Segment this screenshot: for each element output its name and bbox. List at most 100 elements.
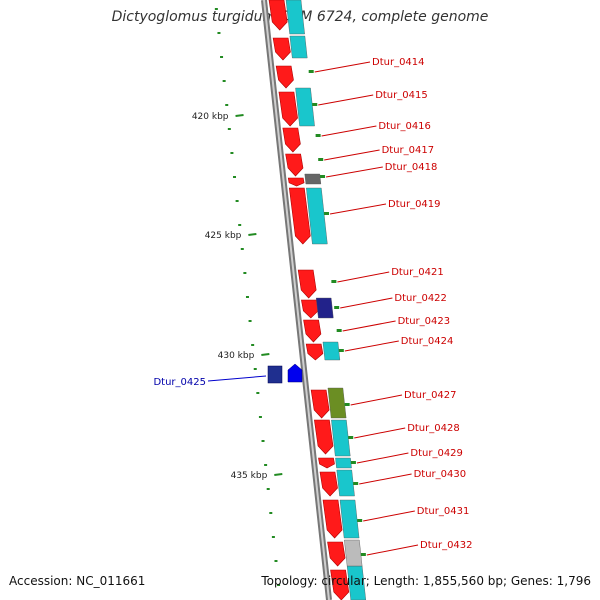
- label-leader-line: [356, 452, 409, 464]
- gene-label[interactable]: Dtur_0428: [407, 423, 460, 434]
- gene-label[interactable]: Dtur_0422: [394, 293, 447, 304]
- gene-feature-olive: [327, 387, 347, 419]
- scale-tick: [274, 473, 283, 476]
- genome-summary-text: Topology: circular; Length: 1,855,560 bp…: [261, 574, 591, 588]
- gene-features: [267, 0, 367, 600]
- minor-tick: [225, 104, 229, 106]
- minor-tick: [274, 560, 278, 562]
- forward-gene-arrow: [275, 65, 294, 89]
- gene-tick: [312, 103, 318, 106]
- scale-label: 430 kbp: [218, 351, 255, 361]
- gene-tick: [324, 212, 330, 215]
- gene-label[interactable]: Dtur_0418: [385, 162, 438, 173]
- scale-ticks: 420 kbp 425 kbp 430 kbp 435 kbp: [192, 112, 283, 481]
- gene-label[interactable]: Dtur_0432: [420, 540, 473, 551]
- gene-feature-gray: [304, 173, 322, 185]
- label-leader-line: [366, 544, 419, 556]
- gene-tick: [331, 280, 337, 283]
- reverse-gene-arrow: [287, 363, 303, 383]
- minor-tick: [240, 248, 244, 250]
- cds-feature: [336, 469, 355, 497]
- minor-tick: [251, 344, 255, 346]
- gene-label[interactable]: Dtur_0429: [410, 448, 463, 459]
- minor-tick: [266, 488, 270, 490]
- gene-tick: [360, 553, 366, 556]
- forward-gene-arrow: [305, 343, 324, 361]
- gene-feature-lightgray: [344, 539, 363, 567]
- backbone-highlight: [263, 0, 330, 600]
- gene-tick: [334, 306, 340, 309]
- label-leader-line: [318, 94, 374, 106]
- forward-gene-arrow: [322, 499, 343, 539]
- forward-gene-arrow: [287, 177, 305, 187]
- forward-gene-arrow: [282, 127, 301, 153]
- accession-text: Accession: NC_011661: [9, 574, 146, 588]
- label-leader-line: [324, 149, 380, 161]
- forward-gene-arrow: [278, 91, 298, 127]
- gene-label[interactable]: Dtur_0430: [414, 469, 467, 480]
- minor-tick: [235, 200, 239, 202]
- label-leader-line: [340, 297, 393, 309]
- gene-tick: [350, 461, 356, 464]
- reverse-gene-block: [267, 365, 283, 384]
- minor-tick: [217, 32, 221, 34]
- gene-label[interactable]: Dtur_0414: [372, 57, 425, 68]
- minor-tick: [222, 80, 226, 82]
- minor-tick: [258, 416, 262, 418]
- gene-tick: [353, 482, 359, 485]
- forward-gene-arrow: [272, 37, 291, 61]
- gene-label[interactable]: Dtur_0427: [404, 390, 457, 401]
- minor-tick: [277, 584, 281, 586]
- forward-gene-arrow: [303, 319, 322, 343]
- minor-tick: [271, 536, 275, 538]
- scale-tick: [248, 233, 257, 236]
- gene-labels: Dtur_0414 Dtur_0415 Dtur_0416 Dtur_0417 Dtur…: [153, 57, 473, 556]
- gene-tick: [336, 329, 342, 332]
- cds-feature: [322, 341, 341, 361]
- forward-gene-arrow: [319, 471, 338, 497]
- cds-feature: [339, 499, 360, 539]
- gene-label[interactable]: Dtur_0421: [391, 267, 444, 278]
- forward-gene-arrow: [314, 419, 334, 455]
- cds-feature: [331, 419, 351, 457]
- gene-label[interactable]: Dtur_0424: [401, 336, 454, 347]
- forward-gene-arrow: [330, 569, 350, 600]
- gene-tick: [320, 175, 326, 178]
- minor-tick: [245, 296, 249, 298]
- minor-tick-dots: [214, 8, 281, 586]
- forward-gene-arrow: [310, 389, 330, 419]
- gene-tick: [357, 519, 363, 522]
- minor-tick: [233, 176, 237, 178]
- label-leader-line: [329, 203, 387, 215]
- minor-tick: [243, 272, 247, 274]
- minor-tick: [269, 512, 273, 514]
- gene-tick: [348, 436, 354, 439]
- gene-label[interactable]: Dtur_0415: [375, 90, 428, 101]
- gene-label[interactable]: Dtur_0416: [378, 121, 431, 132]
- cds-feature: [295, 87, 315, 127]
- cds-feature: [335, 457, 352, 469]
- scale-label: 435 kbp: [231, 471, 268, 481]
- highlight-gene-label[interactable]: Dtur_0425: [153, 377, 206, 388]
- minor-tick: [248, 320, 252, 322]
- gene-tick: [338, 349, 344, 352]
- gene-feature-navy: [315, 297, 334, 319]
- gene-label[interactable]: Dtur_0419: [388, 199, 441, 210]
- genome-backbone: [261, 0, 332, 600]
- label-leader-line: [350, 394, 403, 406]
- minor-tick: [261, 440, 265, 442]
- gene-label[interactable]: Dtur_0423: [398, 316, 451, 327]
- scale-tick: [235, 114, 244, 117]
- scale-tick: [261, 353, 270, 356]
- forward-gene-arrow: [327, 541, 346, 567]
- gene-label[interactable]: Dtur_0431: [417, 506, 470, 517]
- forward-gene-arrow: [301, 299, 319, 319]
- minor-tick: [214, 8, 218, 10]
- gene-tick: [344, 403, 350, 406]
- cds-feature: [306, 187, 328, 245]
- forward-gene-arrow: [268, 0, 288, 31]
- label-leader-line: [321, 125, 377, 137]
- gene-label[interactable]: Dtur_0417: [382, 145, 435, 156]
- gene-tick: [308, 70, 314, 73]
